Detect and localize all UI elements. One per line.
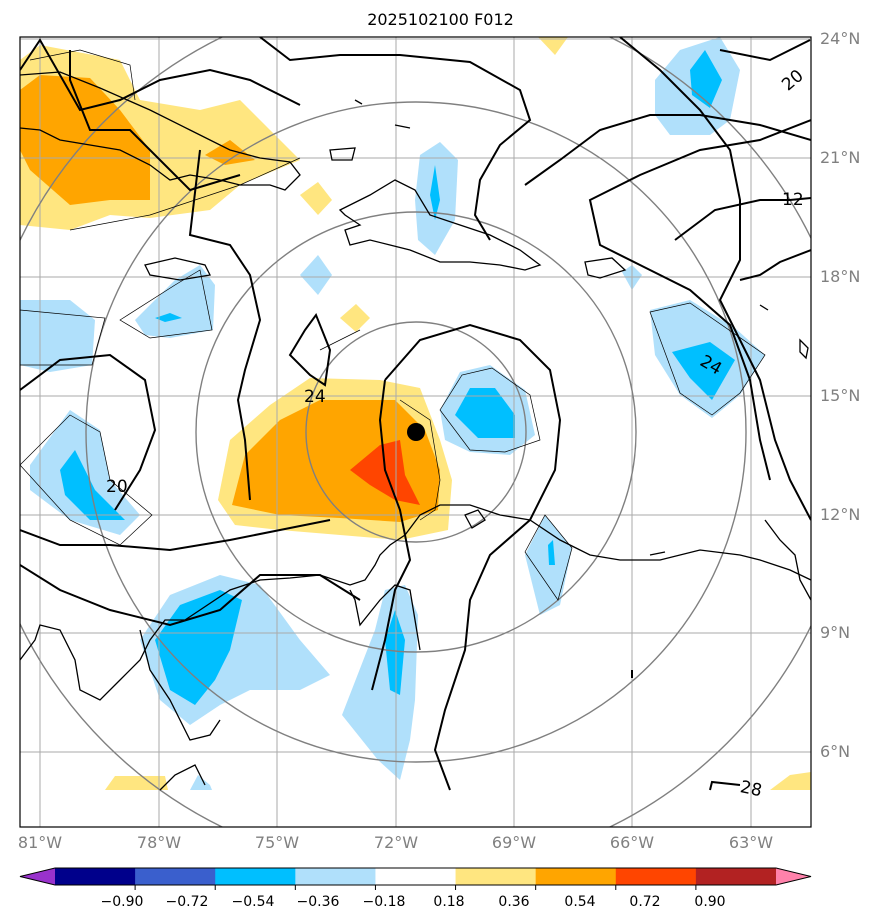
colorbar-tick-label: −0.90 [100, 894, 144, 910]
lesser-antilles [764, 519, 811, 601]
negative-shading-right-core [672, 342, 735, 400]
lat-label: 21°N [820, 148, 861, 167]
venezuela-coast [349, 584, 421, 651]
coastlines [20, 71, 811, 791]
negative-shading-sw-small [190, 775, 212, 790]
colorbar-tick-label: 0.36 [498, 894, 530, 910]
hispaniola-coast [338, 179, 542, 271]
positive-shading-small2 [340, 304, 370, 332]
negative-shading-south-central [342, 585, 418, 780]
colorbar [19, 867, 812, 890]
colorbar-tick-label: 0.72 [629, 894, 661, 910]
colorbar-segment [375, 868, 457, 885]
lon-label: 81°W [17, 833, 63, 852]
storm-center-marker [407, 423, 425, 441]
colorbar-segment [135, 868, 216, 885]
plot-frame [19, 36, 812, 828]
range-rings [20, 37, 811, 827]
colorbar-segment [615, 868, 697, 885]
negative-shading-west-core [155, 313, 182, 322]
negative-shading-small-hisp [300, 255, 332, 295]
plot-area [20, 37, 811, 827]
lon-label: 72°W [373, 833, 419, 852]
colorbar-segment [535, 868, 617, 885]
jamaica-coast [144, 257, 211, 281]
positive-shading-orange-small [205, 140, 255, 165]
lon-label: 78°W [136, 833, 182, 852]
colorbar-extend-max [776, 868, 811, 885]
lat-label: 18°N [820, 267, 861, 286]
contour-label: 20 [106, 477, 128, 497]
bahamas-2 [354, 99, 363, 105]
thick-contours [20, 37, 811, 791]
negative-shading-south-central-core [385, 610, 405, 695]
islands-east [799, 338, 809, 360]
contour-label: 28 [738, 777, 763, 801]
colorbar-segment [55, 868, 136, 885]
positive-shading-sw [105, 776, 168, 790]
colorbar-segment [215, 868, 296, 885]
positive-shading-se [770, 772, 811, 790]
thin-contours [20, 49, 766, 601]
bahamas-1 [329, 147, 356, 161]
graticule [20, 37, 811, 827]
negative-shading-sw-lobe-core [60, 450, 125, 520]
negative-shading-small-e-core [548, 540, 555, 565]
lon-label: 75°W [254, 833, 300, 852]
colorbar-segment [295, 868, 376, 885]
colorbar-tick-label: −0.54 [231, 894, 275, 910]
colorbar-segment [695, 868, 777, 885]
lat-label: 9°N [820, 623, 851, 642]
puerto-rico-coast [584, 257, 627, 279]
negative-shading-south-core [155, 590, 242, 705]
contour-label: 24 [304, 387, 326, 407]
lat-label: 24°N [820, 29, 861, 48]
lon-label: 69°W [491, 833, 537, 852]
lon-label: 66°W [609, 833, 655, 852]
cuba-coast [20, 71, 301, 191]
colorbar-tick-label: 0.18 [433, 894, 465, 910]
colorbar-outline [19, 867, 812, 886]
islands-east2 [759, 304, 769, 311]
lat-label: 12°N [820, 505, 861, 524]
positive-shading-small [300, 182, 332, 215]
colorbar-tick-label: −0.18 [362, 894, 406, 910]
contour-label: 12 [782, 190, 804, 210]
shading-layer [20, 37, 811, 790]
colorbar-tick-label: 0.54 [564, 894, 596, 910]
colorbar-tick-label: −0.72 [165, 894, 209, 910]
islands-aruba [464, 509, 486, 529]
map-title: 2025102100 F012 [367, 10, 514, 29]
negative-shading-north-core [430, 165, 440, 220]
colombia-coast [159, 764, 206, 791]
colorbar-tick-label: 0.90 [694, 894, 726, 910]
central-america-coast [20, 504, 811, 701]
positive-shading-nw-orange [20, 75, 150, 205]
lat-label: 6°N [820, 742, 851, 761]
islands-trinidad [649, 551, 666, 556]
negative-shading-east-core [455, 388, 515, 438]
colorbar-extend-min [20, 868, 55, 885]
negative-shading-small-e [525, 515, 572, 615]
colorbar-tick-label: −0.36 [296, 894, 340, 910]
positive-shading-top [538, 37, 568, 55]
colorbar-segment [455, 868, 537, 885]
panama-coast [139, 629, 221, 741]
negative-shading-far-west [20, 300, 95, 372]
lat-label: 15°N [820, 386, 861, 405]
bahamas-3 [394, 124, 411, 129]
negative-shading-west [135, 265, 215, 338]
contour-label: 20 [778, 66, 807, 95]
lon-label: 63°W [728, 833, 774, 852]
